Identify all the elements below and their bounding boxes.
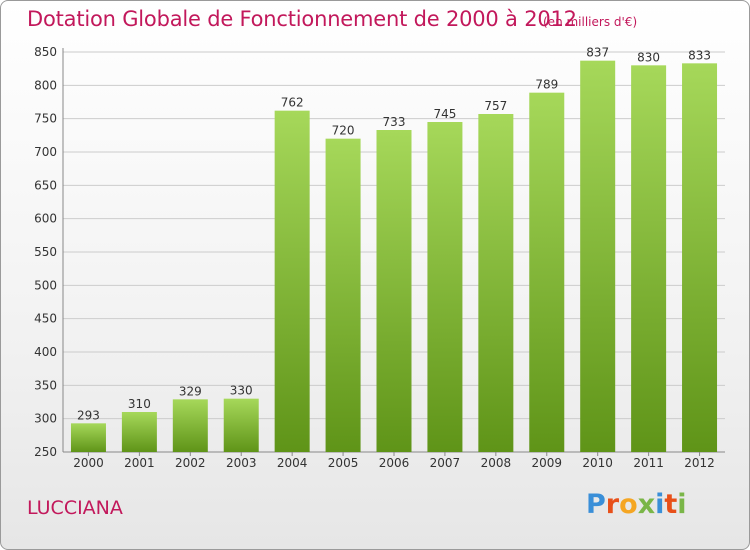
y-tick-label: 850	[34, 45, 57, 59]
y-tick-label: 250	[34, 445, 57, 459]
y-tick-label: 750	[34, 112, 57, 126]
chart-unit: (en milliers d'€)	[543, 15, 638, 29]
bar	[223, 398, 259, 452]
y-tick-label: 800	[34, 78, 57, 92]
data-label: 733	[383, 115, 406, 129]
x-tick-label: 2001	[124, 456, 155, 470]
x-tick-label: 2010	[582, 456, 613, 470]
data-label: 789	[535, 78, 558, 92]
bar	[478, 114, 514, 452]
y-tick-label: 450	[34, 312, 57, 326]
logo-letter: x	[637, 489, 656, 520]
bar	[121, 412, 157, 452]
data-label: 293	[77, 408, 100, 422]
proxiti-logo: Proxiti	[586, 489, 687, 525]
y-tick-label: 500	[34, 278, 57, 292]
bar	[529, 92, 565, 453]
x-tick-label: 2012	[684, 456, 715, 470]
logo-letter: i	[655, 489, 665, 520]
y-tick-label: 650	[34, 178, 57, 192]
bar	[376, 130, 412, 452]
bar	[274, 110, 310, 453]
data-label: 330	[230, 384, 253, 398]
x-tick-label: 2000	[73, 456, 104, 470]
x-tick-label: 2008	[481, 456, 512, 470]
logo-letter: r	[605, 489, 620, 520]
y-tick-labels: 250 300 350 400 450 500 550 600 650 700 750 800 850	[34, 45, 57, 459]
bar	[580, 60, 616, 453]
x-tick-label: 2005	[328, 456, 359, 470]
y-tick-label: 550	[34, 245, 57, 259]
data-label: 833	[688, 48, 711, 62]
x-tick-labels: 2000 2001 2002 2003 2004 2005 2006 2007 2008 2009…	[73, 456, 715, 470]
data-label: 757	[484, 99, 507, 113]
bar	[172, 399, 208, 452]
data-label: 830	[637, 50, 660, 64]
bar	[325, 138, 361, 452]
bar	[682, 63, 718, 452]
x-tick-label: 2004	[277, 456, 308, 470]
data-label: 762	[281, 96, 304, 110]
data-label: 745	[433, 107, 456, 121]
x-tick-label: 2009	[531, 456, 562, 470]
x-tick-label: 2011	[633, 456, 664, 470]
y-tick-label: 300	[34, 412, 57, 426]
data-labels: 293 310 329 330 762 720 733 745 757 789 837 830 833	[77, 46, 711, 423]
logo-letter: o	[619, 489, 638, 520]
bars	[70, 60, 718, 453]
x-tick-label: 2003	[226, 456, 257, 470]
x-tick-label: 2006	[379, 456, 410, 470]
logo-letter: P	[586, 489, 606, 520]
commune-name: LUCCIANA	[27, 497, 123, 519]
x-tick-label: 2007	[430, 456, 461, 470]
x-tick-label: 2002	[175, 456, 206, 470]
bar	[631, 65, 667, 452]
y-tick-label: 600	[34, 212, 57, 226]
data-label: 837	[586, 46, 609, 60]
data-label: 310	[128, 397, 151, 411]
y-tick-label: 350	[34, 378, 57, 392]
bar	[427, 122, 463, 452]
data-label: 720	[332, 124, 355, 138]
y-tick-label: 700	[34, 145, 57, 159]
y-tick-label: 400	[34, 345, 57, 359]
data-label: 329	[179, 384, 202, 398]
logo-letter: i	[677, 489, 687, 520]
chart-title: Dotation Globale de Fonctionnement de 20…	[27, 7, 577, 31]
logo-letter: t	[664, 489, 678, 520]
bar	[70, 423, 106, 452]
